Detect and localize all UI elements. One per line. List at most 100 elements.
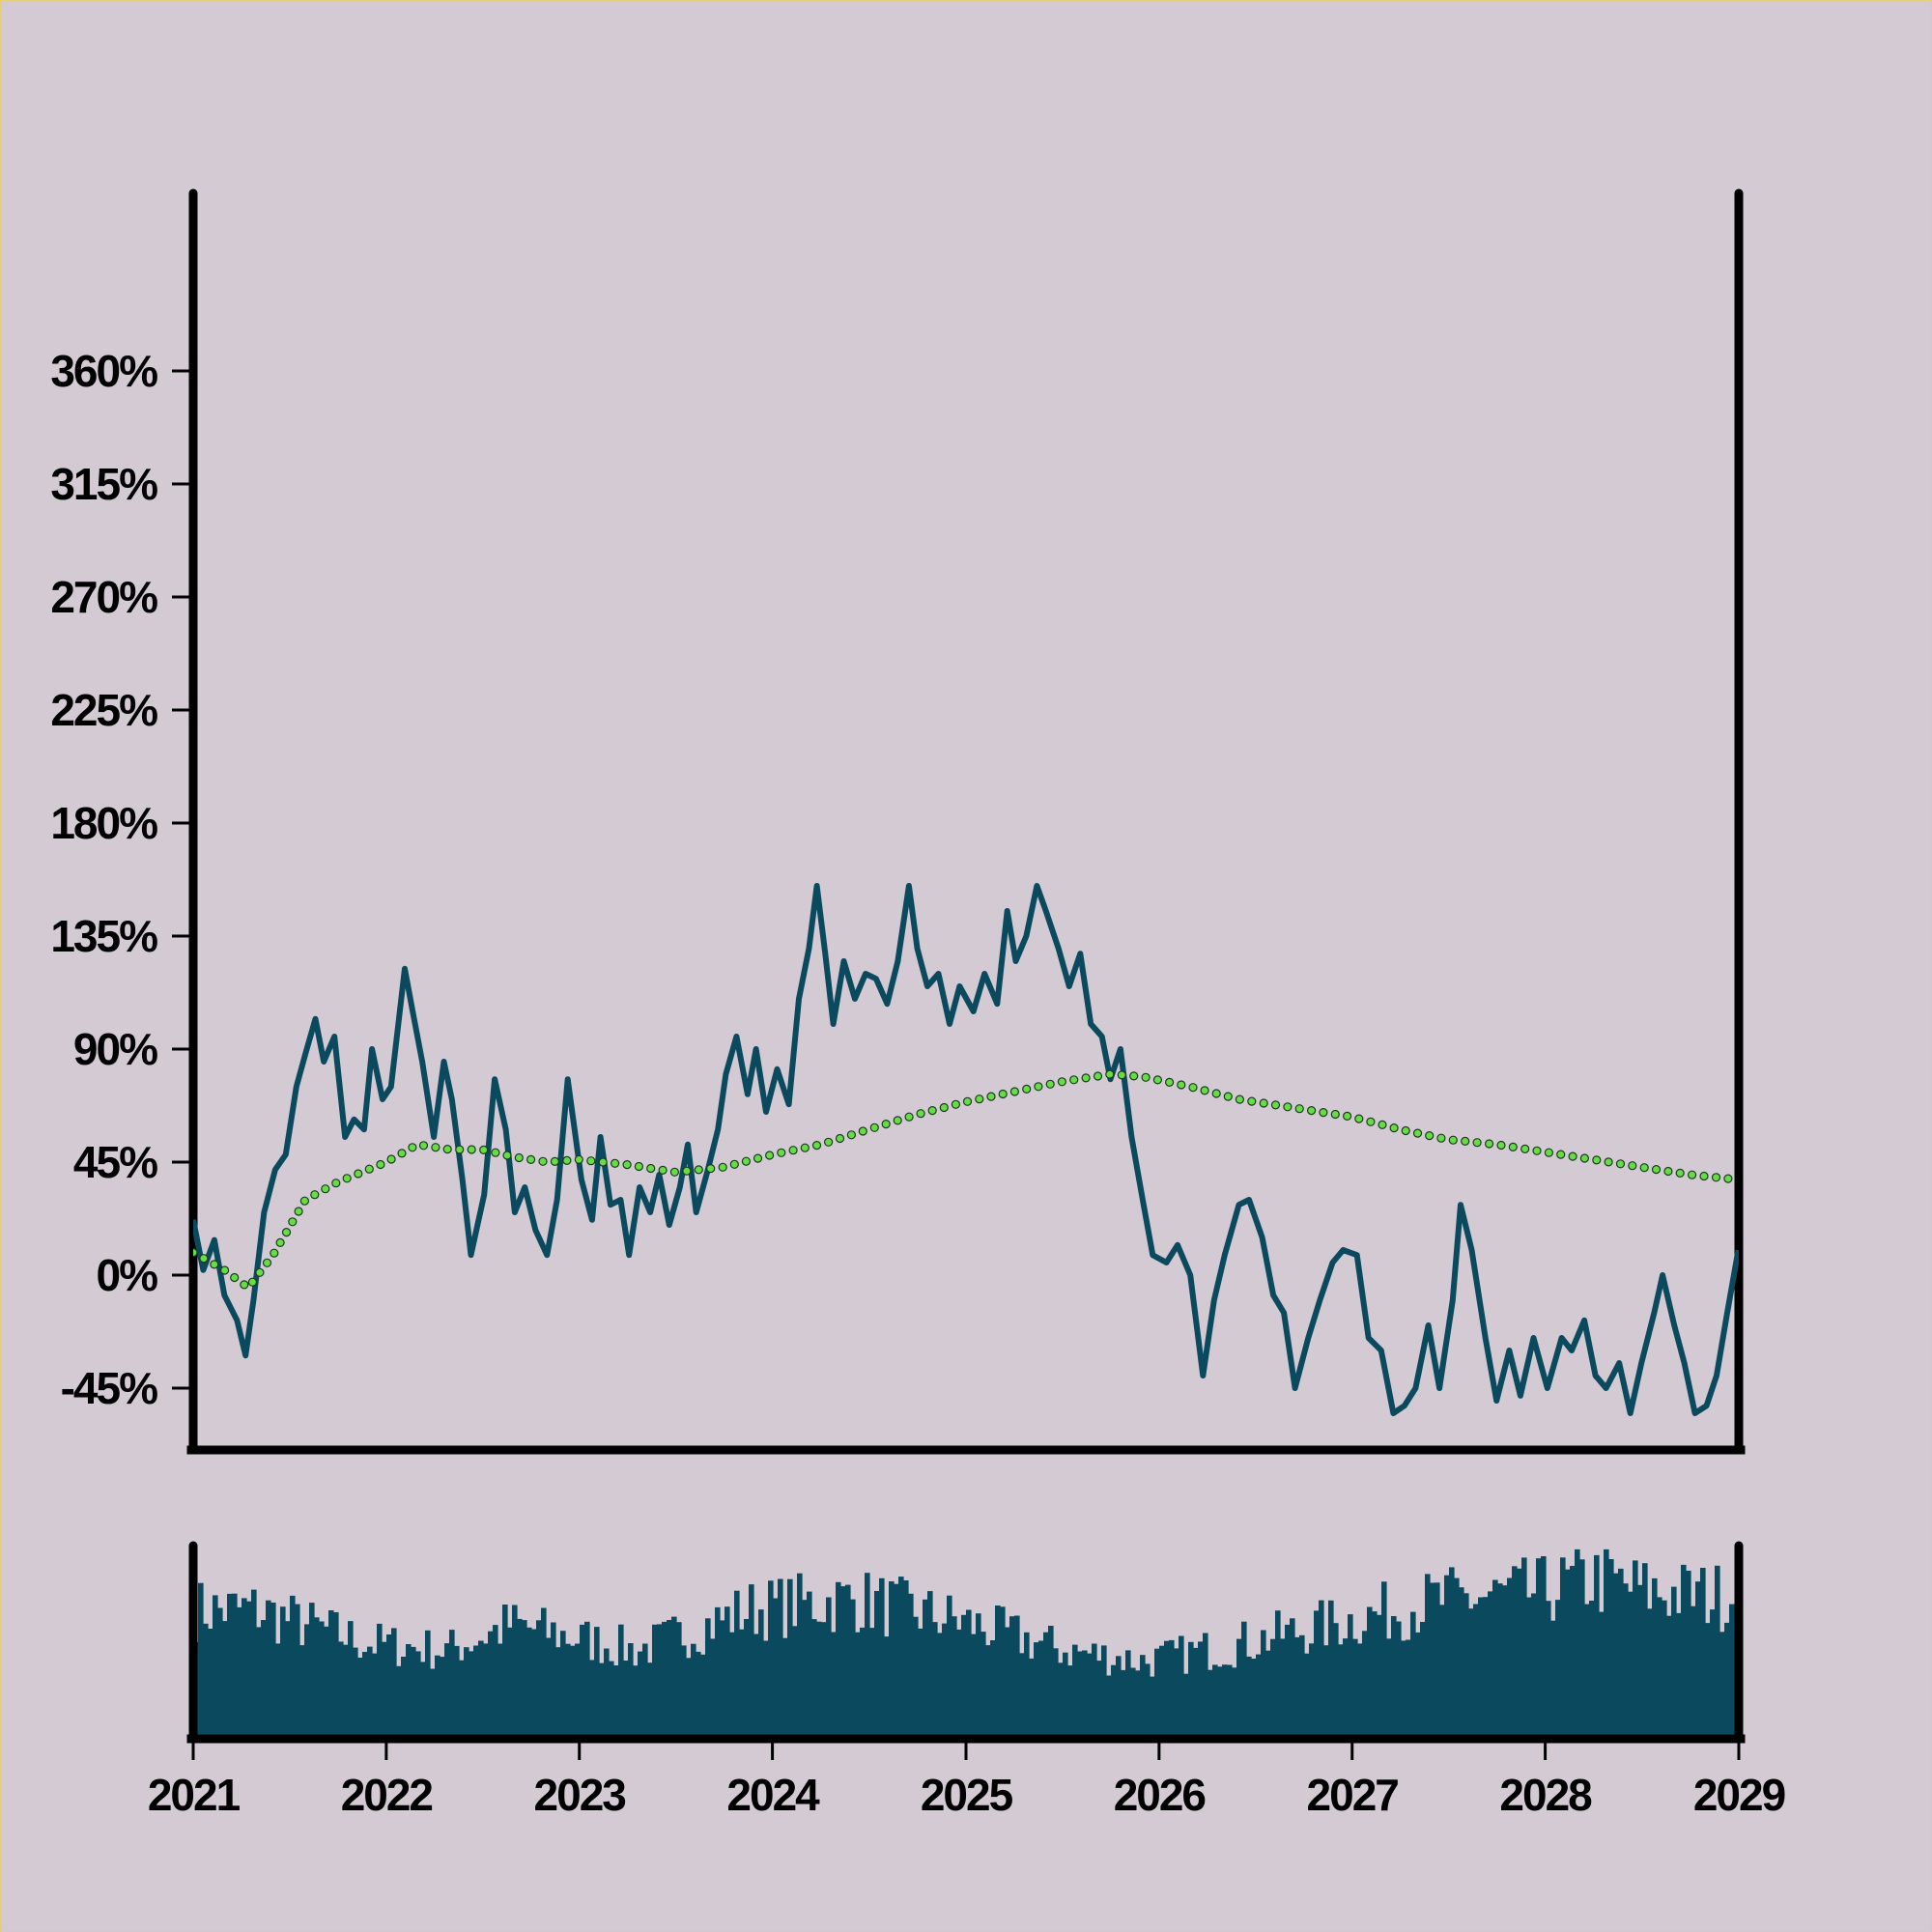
- volume-bar: [464, 1647, 469, 1735]
- volume-bar: [874, 1591, 880, 1735]
- volume-bar: [816, 1621, 822, 1735]
- trend-marker: [262, 1258, 272, 1267]
- volume-bar: [1323, 1645, 1329, 1735]
- volume-bar: [415, 1651, 421, 1735]
- y-tick-label: 270%: [50, 572, 157, 622]
- volume-bar: [676, 1622, 682, 1735]
- trend-marker: [1141, 1072, 1151, 1082]
- volume-bar: [1425, 1574, 1431, 1735]
- volume-bar: [652, 1624, 658, 1735]
- volume-bar: [995, 1605, 1001, 1735]
- volume-bar: [541, 1607, 547, 1735]
- volume-bar: [768, 1580, 774, 1735]
- volume-bar: [1719, 1632, 1725, 1735]
- volume-bar: [1449, 1567, 1455, 1735]
- trend-marker: [1247, 1096, 1257, 1106]
- volume-bar: [1666, 1615, 1672, 1735]
- volume-bar: [947, 1595, 952, 1735]
- volume-bar: [604, 1648, 610, 1735]
- trend-marker: [550, 1156, 560, 1167]
- volume-bar: [570, 1645, 576, 1735]
- volume-bar: [299, 1645, 305, 1735]
- trend-marker: [1436, 1133, 1446, 1143]
- volume-bar: [1483, 1597, 1489, 1735]
- volume-bar: [362, 1652, 368, 1735]
- volume-bar: [1623, 1583, 1629, 1735]
- volume-bar: [1473, 1604, 1479, 1735]
- volume-bar: [966, 1609, 972, 1735]
- volume-bar: [1478, 1597, 1484, 1735]
- volume-bar: [980, 1632, 986, 1735]
- volume-bar: [681, 1645, 687, 1735]
- trend-marker: [1069, 1075, 1079, 1085]
- volume-bar: [526, 1627, 532, 1735]
- volume-bar: [1686, 1571, 1691, 1735]
- trend-marker: [777, 1148, 786, 1157]
- volume-bar: [821, 1622, 827, 1735]
- volume-bar: [1507, 1577, 1513, 1735]
- volume-bar: [1343, 1638, 1349, 1735]
- trend-marker: [281, 1227, 292, 1237]
- volume-bar: [1550, 1620, 1556, 1735]
- y-tick-label: 225%: [50, 685, 157, 735]
- volume-bar: [720, 1620, 725, 1735]
- volume-bar: [285, 1621, 291, 1735]
- volume-bar: [642, 1643, 648, 1735]
- volume-bar: [1690, 1605, 1696, 1735]
- volume-bar: [1227, 1664, 1233, 1735]
- volume-bar: [309, 1603, 315, 1735]
- trend-marker: [858, 1126, 867, 1136]
- trend-marker: [986, 1092, 996, 1101]
- volume-bar: [319, 1621, 325, 1735]
- volume-bar: [1526, 1597, 1532, 1735]
- volume-bar: [860, 1627, 866, 1735]
- volume-bar: [420, 1662, 426, 1735]
- volume-bar: [1179, 1635, 1184, 1735]
- trend-marker: [538, 1156, 548, 1166]
- trend-marker: [1022, 1084, 1032, 1094]
- volume-bar: [1092, 1643, 1097, 1735]
- trend-marker: [1081, 1073, 1091, 1083]
- trend-marker: [634, 1161, 644, 1172]
- volume-bar: [811, 1619, 817, 1735]
- trend-marker: [1568, 1151, 1577, 1161]
- trend-marker: [1592, 1155, 1602, 1165]
- trend-marker: [764, 1151, 775, 1160]
- volume-bar: [377, 1623, 383, 1735]
- volume-bar: [1555, 1600, 1561, 1735]
- volume-bar: [1406, 1639, 1411, 1735]
- volume-bar: [256, 1627, 262, 1735]
- volume-bar: [787, 1578, 793, 1735]
- volume-bar: [1657, 1597, 1662, 1735]
- trend-marker: [658, 1165, 668, 1176]
- volume-bar: [1125, 1650, 1131, 1735]
- volume-bar: [932, 1622, 938, 1735]
- volume-bar: [763, 1640, 769, 1735]
- volume-bar: [575, 1643, 581, 1735]
- trend-marker: [622, 1159, 632, 1170]
- volume-bar: [1410, 1611, 1416, 1735]
- trend-marker: [811, 1140, 822, 1151]
- trend-marker: [598, 1157, 608, 1167]
- volume-bar: [1521, 1557, 1527, 1735]
- volume-bar: [1309, 1643, 1315, 1735]
- trend-marker: [479, 1145, 489, 1155]
- volume-bar: [618, 1624, 624, 1735]
- trend-marker: [1556, 1150, 1566, 1159]
- trend-marker: [331, 1179, 341, 1188]
- volume-bar: [778, 1578, 783, 1735]
- trend-marker: [1615, 1159, 1626, 1169]
- volume-bar: [1183, 1673, 1189, 1735]
- trend-marker: [210, 1260, 219, 1269]
- volume-bar: [1290, 1618, 1295, 1735]
- volume-bar: [971, 1634, 977, 1735]
- trend-marker: [1306, 1105, 1317, 1116]
- volume-bar: [1212, 1664, 1218, 1735]
- volume-bar: [734, 1590, 740, 1735]
- volume-bar: [1154, 1648, 1160, 1735]
- trend-marker: [431, 1143, 440, 1152]
- trend-marker: [240, 1280, 249, 1290]
- volume-bar: [270, 1603, 276, 1735]
- volume-bar: [961, 1614, 967, 1735]
- volume-bar: [831, 1632, 837, 1735]
